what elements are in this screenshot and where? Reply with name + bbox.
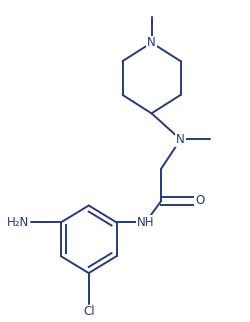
Text: NH: NH xyxy=(136,216,154,229)
Text: N: N xyxy=(176,133,184,146)
Text: H₂N: H₂N xyxy=(7,216,30,229)
Text: Cl: Cl xyxy=(82,305,94,318)
Text: O: O xyxy=(194,194,203,207)
Text: N: N xyxy=(146,36,155,49)
